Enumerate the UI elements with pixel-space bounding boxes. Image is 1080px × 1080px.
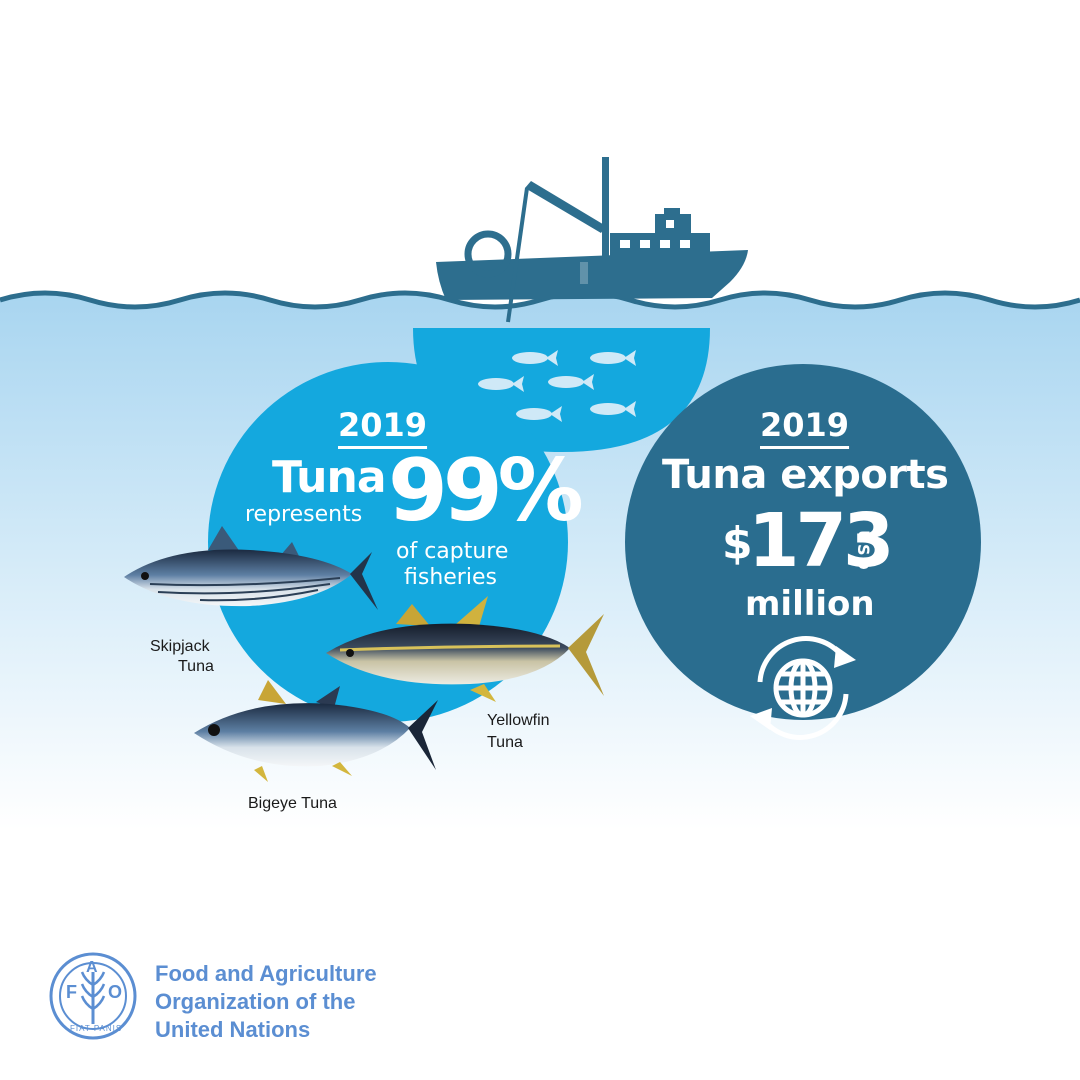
- bigeye-tuna-illustration: [194, 680, 438, 782]
- organization-name-line1: Food and Agriculture: [155, 961, 377, 986]
- currency-symbol: $: [722, 518, 753, 569]
- left-description-line2: fisheries: [404, 565, 497, 590]
- right-year: 2019: [760, 406, 850, 444]
- yellowfin-tuna-illustration: [326, 596, 604, 702]
- skipjack-label-line2: Tuna: [178, 658, 214, 675]
- yellowfin-label-line1: Yellowfin: [487, 712, 550, 729]
- right-circle: [625, 364, 981, 720]
- yellowfin-label-line2: Tuna: [487, 734, 523, 751]
- left-verb: represents: [245, 502, 363, 527]
- left-description-line1: of capture: [396, 539, 509, 564]
- skipjack-tuna-illustration: [124, 526, 378, 610]
- skipjack-label-line1: Skipjack: [150, 638, 210, 655]
- fao-logo-letter-f: F: [66, 982, 77, 1002]
- small-fish-icons: [478, 350, 636, 422]
- left-year: 2019: [338, 406, 428, 444]
- fishing-boat-icon: [436, 157, 748, 300]
- export-amount: 173: [748, 498, 894, 584]
- left-percentage: 99%: [388, 441, 584, 541]
- fao-logo-letter-o: O: [108, 982, 123, 1002]
- fao-logo-motto: FIAT PANIS: [70, 1024, 123, 1033]
- currency-code: USD: [854, 530, 873, 571]
- fao-logo: [49, 952, 137, 1040]
- amount-unit: million: [745, 584, 875, 624]
- globe-cycle-icon: [757, 636, 849, 740]
- wave-line: [0, 290, 1080, 310]
- organization-name-line2: Organization of the: [155, 989, 356, 1014]
- organization-name-line3: United Nations: [155, 1017, 311, 1042]
- right-title: Tuna exports: [662, 452, 949, 498]
- left-subject: Tuna: [272, 452, 387, 503]
- fao-logo-letter-a: A: [86, 959, 98, 976]
- bigeye-label: Bigeye Tuna: [248, 795, 337, 812]
